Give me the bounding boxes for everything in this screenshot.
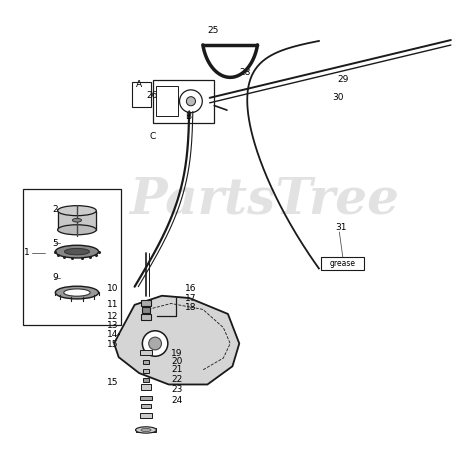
Bar <box>321 257 365 270</box>
Bar <box>141 300 151 306</box>
Text: 25: 25 <box>208 26 219 35</box>
Text: 17: 17 <box>185 293 196 303</box>
Text: 5: 5 <box>53 239 58 248</box>
Text: 13: 13 <box>107 321 119 330</box>
Text: C: C <box>150 132 156 141</box>
Ellipse shape <box>58 206 96 216</box>
Bar <box>143 378 149 382</box>
Text: 19: 19 <box>171 349 182 359</box>
Text: 28: 28 <box>239 68 251 77</box>
Bar <box>140 413 152 418</box>
Bar <box>153 80 214 123</box>
Bar <box>141 314 151 320</box>
Bar <box>140 396 152 400</box>
Bar <box>143 360 149 364</box>
Bar <box>23 189 121 325</box>
Text: 16: 16 <box>185 284 196 293</box>
Text: 14: 14 <box>107 330 118 339</box>
Circle shape <box>149 337 162 350</box>
Text: 26: 26 <box>146 91 157 100</box>
Ellipse shape <box>73 218 82 222</box>
Text: 21: 21 <box>171 365 182 374</box>
Text: 18: 18 <box>185 303 196 312</box>
Text: 20: 20 <box>171 357 182 366</box>
Text: 12: 12 <box>107 312 118 321</box>
Polygon shape <box>58 211 96 230</box>
Bar <box>137 428 155 432</box>
Bar <box>141 384 151 390</box>
Ellipse shape <box>141 429 151 431</box>
Text: 1: 1 <box>24 248 30 257</box>
Text: 24: 24 <box>171 396 182 405</box>
Text: 22: 22 <box>171 374 182 384</box>
Ellipse shape <box>136 427 156 433</box>
Text: 11: 11 <box>107 300 119 309</box>
Text: PartsTree: PartsTree <box>129 176 399 225</box>
Ellipse shape <box>55 286 99 299</box>
Circle shape <box>142 331 168 356</box>
Text: 31: 31 <box>335 223 346 232</box>
Polygon shape <box>114 296 239 384</box>
Text: 2: 2 <box>53 205 58 214</box>
Text: 23: 23 <box>171 384 182 394</box>
Circle shape <box>186 96 195 106</box>
Text: A: A <box>136 80 142 89</box>
Ellipse shape <box>55 245 99 258</box>
Ellipse shape <box>64 289 90 296</box>
Text: 29: 29 <box>337 75 348 84</box>
Text: 10: 10 <box>107 284 119 293</box>
Bar <box>140 350 152 355</box>
Text: 9: 9 <box>53 273 58 282</box>
Text: grease: grease <box>330 259 356 268</box>
Bar <box>143 369 149 373</box>
Bar <box>141 404 151 408</box>
Ellipse shape <box>64 248 90 255</box>
Text: 15: 15 <box>107 378 119 387</box>
Bar <box>142 307 150 313</box>
Text: B: B <box>185 111 191 121</box>
Ellipse shape <box>58 225 96 235</box>
Text: 15: 15 <box>107 340 119 349</box>
Text: 30: 30 <box>333 93 344 102</box>
Bar <box>156 86 178 116</box>
